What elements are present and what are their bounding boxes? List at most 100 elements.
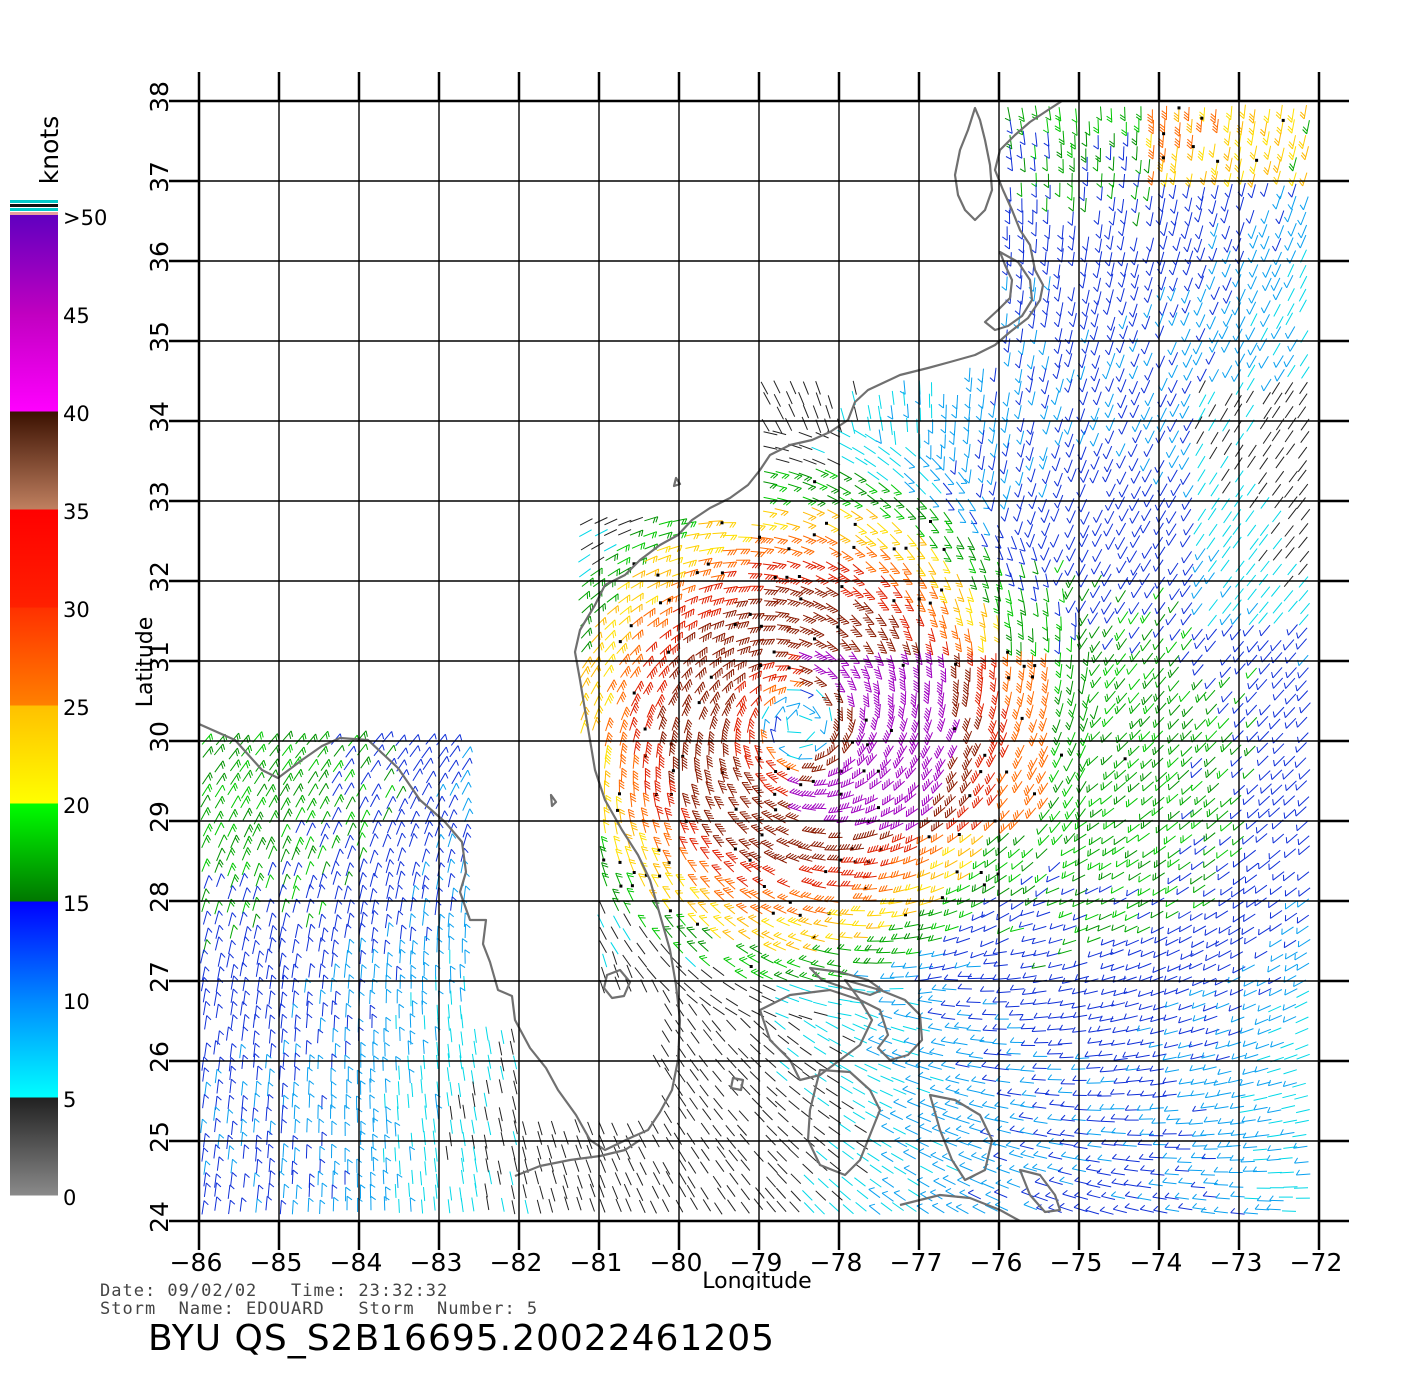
wind-barb: [787, 547, 803, 557]
wind-barb: [864, 433, 878, 443]
wind-barb: [888, 614, 900, 628]
wind-barb: [1050, 508, 1060, 522]
wind-barb: [954, 637, 962, 653]
wind-barb: [644, 780, 651, 795]
wind-barb: [1210, 484, 1219, 497]
wind-barb: [750, 903, 763, 915]
wind-barb: [1067, 742, 1077, 757]
wind-barb: [1106, 352, 1116, 367]
wind-barb: [1033, 1037, 1049, 1044]
wind-barb: [814, 650, 828, 662]
wind-barb: [1243, 885, 1256, 895]
wind-barb: [1274, 369, 1285, 382]
wind-barb: [695, 667, 707, 680]
wind-barb: [1204, 1040, 1219, 1047]
wind-barb: [1183, 277, 1193, 292]
wind-barb: [938, 614, 947, 629]
wind-barb: [1234, 663, 1246, 675]
wind-barb: [698, 955, 711, 967]
wind-barb: [1234, 353, 1246, 367]
wind-barb: [1284, 848, 1297, 859]
wind-barb: [1216, 1089, 1232, 1096]
wind-barb: [1155, 771, 1168, 783]
wind-barb: [1294, 806, 1307, 817]
wind-barb: [1087, 951, 1102, 958]
wind-barb: [798, 1014, 813, 1020]
wind-barb: [789, 457, 803, 463]
wind-barb: [775, 611, 790, 619]
wind-barb: [943, 908, 958, 917]
x-tick-label: −83: [410, 1248, 463, 1277]
wind-barb: [646, 967, 657, 980]
wind-barb: [409, 1013, 416, 1028]
wind-barb: [802, 614, 817, 625]
wind-barb: [952, 598, 961, 613]
wind-barb: [1136, 1065, 1151, 1072]
wind-barb: [632, 728, 641, 743]
wind-barb: [1275, 447, 1285, 460]
wind-barb: [827, 742, 839, 756]
wind-barb: [892, 885, 908, 894]
wind-barb: [331, 1000, 338, 1015]
wind-barb: [1143, 289, 1153, 303]
wind-barb: [1202, 990, 1216, 997]
wind-barb: [330, 860, 340, 875]
wind-barb: [802, 1163, 814, 1174]
wind-barb: [227, 782, 238, 796]
wind-barb: [421, 1199, 424, 1214]
wind-barb: [1256, 1055, 1271, 1061]
wind-barb: [652, 819, 660, 834]
wind-barb: [815, 392, 822, 406]
wind-barb: [1298, 576, 1309, 588]
wind-barb: [1113, 781, 1126, 792]
wind-barb: [825, 586, 839, 598]
wind-barb: [485, 1079, 490, 1094]
wind-barb: [1149, 1103, 1164, 1110]
wind-barb: [203, 875, 213, 889]
wind-barb: [255, 1198, 263, 1213]
wind-barb: [827, 789, 843, 798]
wind-barb: [903, 1037, 918, 1046]
wind-barb: [268, 1068, 275, 1083]
wind-barb: [1144, 276, 1153, 291]
wind-barb: [1042, 119, 1049, 134]
wind-barb: [1097, 925, 1111, 932]
wind-barb: [1142, 187, 1150, 202]
wind-barb: [684, 568, 699, 577]
wind-barb: [1230, 1207, 1245, 1215]
wind-barb: [1194, 416, 1203, 430]
wind-barb: [855, 732, 866, 746]
wind-barb: [307, 845, 317, 859]
wind-barb: [1263, 145, 1272, 160]
wind-barb: [360, 772, 372, 785]
wind-barb: [803, 1174, 815, 1185]
wind-barb: [801, 416, 808, 430]
wind-barb: [773, 393, 781, 407]
wind-barb: [776, 1071, 788, 1081]
wind-barb: [255, 1134, 262, 1149]
wind-barb: [1055, 378, 1064, 393]
wind-barb: [925, 445, 932, 460]
wind-barb: [751, 785, 764, 798]
wind-barb: [1250, 313, 1258, 327]
wind-barb: [1204, 677, 1216, 690]
wind-barb: [826, 1075, 840, 1084]
wind-barb: [615, 795, 622, 812]
wind-barb: [1020, 875, 1033, 885]
wind-barb: [893, 1190, 906, 1201]
wind-barb: [1016, 430, 1025, 445]
wind-barb: [1085, 924, 1100, 932]
wind-barb: [1064, 378, 1073, 393]
wind-barb: [1014, 300, 1022, 316]
wind-barb: [1167, 287, 1176, 302]
wind-barb: [599, 1199, 606, 1213]
wind-barb: [811, 507, 825, 517]
wind-barb: [1016, 495, 1025, 510]
wind-barb: [1089, 600, 1101, 614]
wind-barb: [918, 1123, 933, 1133]
wind-barb: [879, 830, 894, 840]
wind-barb: [1046, 1128, 1061, 1136]
wind-barb: [1141, 628, 1153, 641]
wind-barb: [700, 1137, 710, 1149]
wind-barb: [509, 1171, 514, 1186]
